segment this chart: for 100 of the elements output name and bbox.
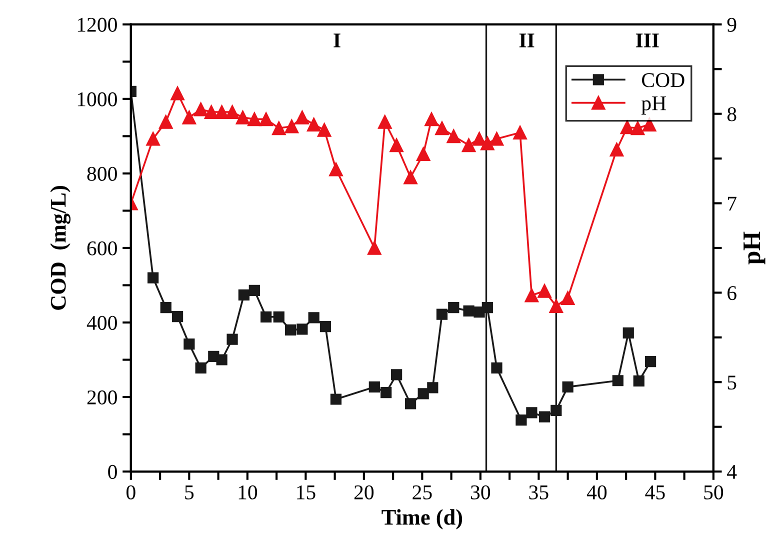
point xyxy=(620,120,634,134)
point xyxy=(320,321,332,332)
point xyxy=(214,105,229,119)
point xyxy=(404,398,416,410)
point xyxy=(306,118,321,132)
x-axis-title: Time (d) xyxy=(382,509,462,530)
point xyxy=(172,310,184,322)
x-tick-label: 10 xyxy=(238,485,258,500)
legend-label: pH xyxy=(641,96,666,115)
point xyxy=(226,334,238,345)
point xyxy=(380,386,392,398)
x-tick-label: 15 xyxy=(297,485,316,500)
y-tick-label: 800 xyxy=(87,166,117,181)
x-tick-label: 25 xyxy=(412,485,432,500)
point xyxy=(259,112,274,126)
point xyxy=(633,375,644,387)
point xyxy=(148,272,159,284)
y-axis-title: COD (mg/L) xyxy=(50,186,71,310)
y-tick-label: 600 xyxy=(87,241,117,256)
point xyxy=(436,308,448,320)
x-tick-label: 50 xyxy=(704,485,724,500)
point xyxy=(526,407,538,418)
point xyxy=(295,110,310,124)
point xyxy=(378,114,392,129)
y-tick-label: 400 xyxy=(86,316,117,330)
point xyxy=(248,284,260,296)
y2-tick-label: 7 xyxy=(728,196,736,210)
annotation: II xyxy=(519,34,534,48)
point xyxy=(416,147,430,162)
point xyxy=(549,299,564,314)
point xyxy=(435,121,449,136)
point xyxy=(330,394,342,405)
point xyxy=(260,311,272,322)
point xyxy=(630,121,645,136)
point xyxy=(562,381,574,393)
point xyxy=(560,291,575,305)
x-tick-label: 40 xyxy=(586,485,607,500)
point xyxy=(184,338,195,350)
point xyxy=(463,305,474,316)
point xyxy=(538,411,550,422)
point xyxy=(612,375,624,386)
point xyxy=(427,382,438,394)
point xyxy=(329,162,343,176)
point xyxy=(204,105,218,119)
y2-tick-label: 4 xyxy=(727,465,737,479)
point xyxy=(418,388,429,400)
x-tick-label: 30 xyxy=(471,485,490,500)
y2-axis-title: pH xyxy=(744,232,766,264)
point xyxy=(225,105,240,119)
point xyxy=(644,356,656,368)
point xyxy=(146,132,160,146)
point xyxy=(524,288,539,302)
point xyxy=(238,289,250,300)
point xyxy=(404,170,418,184)
y-tick-label: 1200 xyxy=(78,18,117,32)
point xyxy=(513,126,527,140)
point xyxy=(284,324,296,336)
point xyxy=(170,86,184,100)
x-tick-label: 35 xyxy=(529,485,548,500)
point xyxy=(158,114,173,129)
point xyxy=(272,121,286,136)
point xyxy=(491,362,502,374)
point xyxy=(516,414,527,426)
point xyxy=(194,102,208,116)
point xyxy=(308,312,320,324)
point xyxy=(182,110,196,124)
point xyxy=(472,132,486,146)
annotation: I xyxy=(334,34,340,48)
x-tick-label: 20 xyxy=(354,485,374,500)
point xyxy=(538,284,552,298)
y2-tick-label: 9 xyxy=(727,18,736,32)
point xyxy=(216,354,228,366)
x-tick-label: 0 xyxy=(126,485,136,500)
point xyxy=(367,241,382,255)
point xyxy=(448,302,460,314)
y2-tick-label: 6 xyxy=(728,286,736,300)
y-tick-label: 1000 xyxy=(78,92,117,106)
annotation: III xyxy=(636,34,659,48)
point xyxy=(446,129,461,144)
point xyxy=(296,324,308,335)
x-tick-label: 45 xyxy=(645,485,665,500)
point xyxy=(390,138,404,152)
point xyxy=(610,142,624,157)
point xyxy=(424,112,438,126)
point xyxy=(622,327,634,338)
point xyxy=(195,362,206,374)
point xyxy=(490,132,504,146)
y-tick-label: 0 xyxy=(108,464,117,479)
x-tick-label: 5 xyxy=(185,486,194,500)
y-tick-label: 200 xyxy=(87,390,117,404)
point xyxy=(273,311,284,322)
legend-label: COD xyxy=(642,73,684,88)
point xyxy=(317,122,332,137)
point xyxy=(236,110,250,124)
point xyxy=(247,112,262,126)
y2-tick-label: 8 xyxy=(727,107,736,122)
point xyxy=(284,119,299,134)
y2-tick-label: 5 xyxy=(728,376,736,390)
point xyxy=(160,302,172,314)
point xyxy=(390,369,402,380)
